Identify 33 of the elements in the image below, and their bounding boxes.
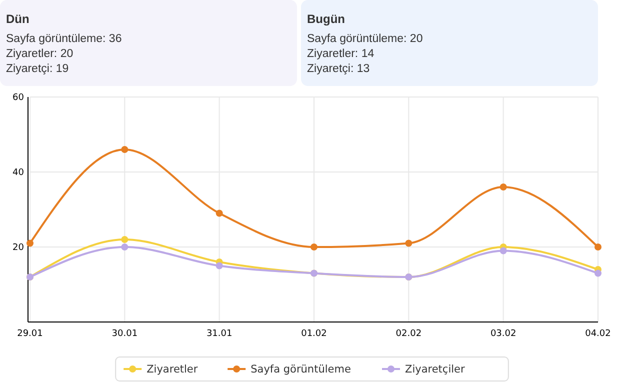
point	[26, 240, 34, 247]
x-tick-label: 01.02	[301, 329, 327, 339]
point	[405, 240, 412, 247]
y-tick-label: 60	[12, 93, 24, 104]
point	[121, 244, 128, 250]
point	[594, 270, 602, 277]
text: Ziyaretçi: 13	[307, 63, 370, 75]
x-tick-label: 04.02	[585, 329, 611, 339]
y-tick-label: 40	[12, 168, 24, 178]
y-tick-label: 20	[12, 243, 24, 254]
x-tick-label: 03.02	[490, 329, 516, 339]
legend-label: Ziyaretler	[146, 364, 198, 376]
x-tick-label: 29.01	[17, 329, 43, 339]
text: Ziyaretçi: 19	[6, 63, 69, 75]
text: Sayfa görüntüleme: 20	[307, 33, 423, 45]
point	[216, 210, 223, 217]
text: Ziyaretler: 14	[307, 48, 375, 60]
text: Ziyaretler: 20	[6, 48, 74, 60]
point	[121, 236, 128, 243]
text: Bugün	[307, 12, 345, 26]
point	[121, 146, 128, 153]
text: Sayfa görüntüleme: 36	[6, 33, 122, 45]
x-tick-label: 31.01	[206, 329, 232, 339]
legend-label: Ziyaretçiler	[405, 364, 466, 376]
legend-label: Sayfa görüntüleme	[250, 364, 351, 376]
point	[310, 244, 318, 250]
point	[594, 244, 602, 250]
point	[500, 184, 507, 190]
point	[216, 262, 223, 270]
x-tick-label: 02.02	[396, 329, 422, 339]
text: Dün	[6, 12, 30, 26]
point	[500, 247, 507, 254]
x-tick-label: 30.01	[112, 329, 138, 339]
